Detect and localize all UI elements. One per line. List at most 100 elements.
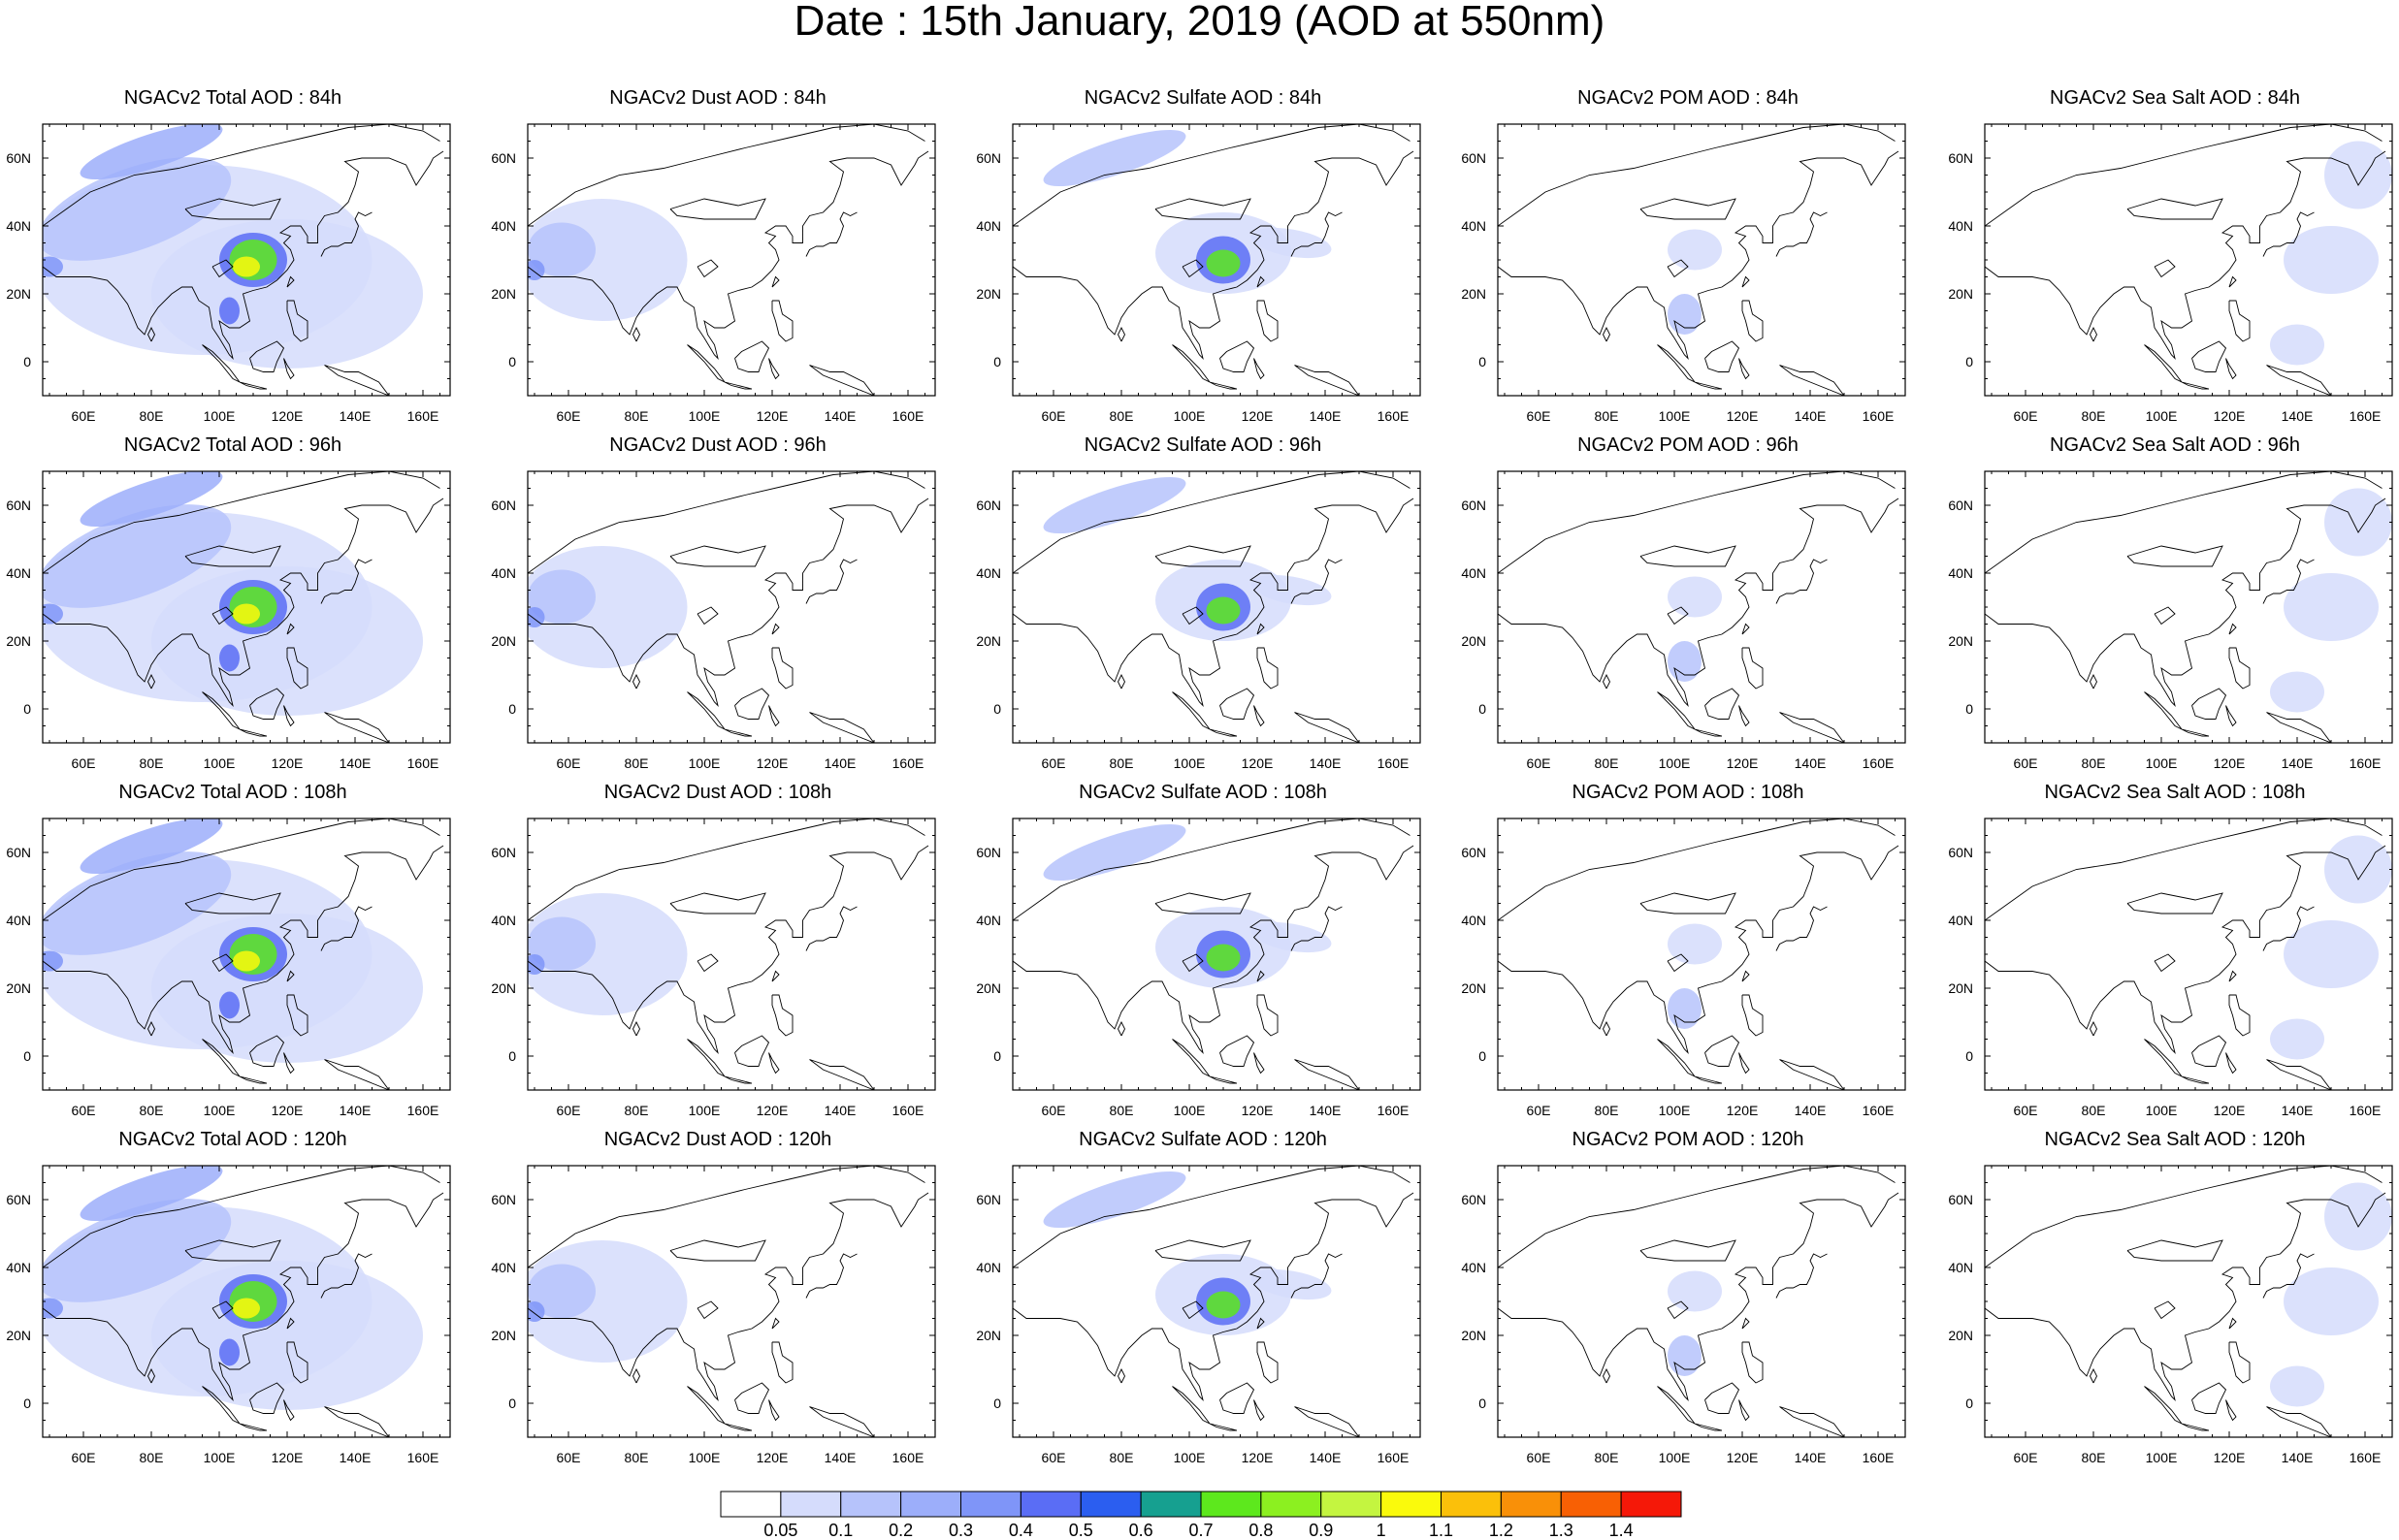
y-tick-label: 60N (976, 497, 1001, 513)
coastline (1985, 471, 2386, 743)
x-tick-label: 100E (204, 1103, 236, 1118)
colorbar-swatch (1020, 1491, 1082, 1518)
x-tick-label: 60E (1527, 755, 1551, 771)
panel-title: NGACv2 POM AOD : 84h (1577, 87, 1799, 109)
aod-field (528, 818, 935, 1090)
y-tick-label: 20N (1948, 1328, 1973, 1343)
x-tick-label: 60E (2014, 408, 2038, 424)
x-tick-label: 100E (1174, 408, 1206, 424)
y-tick-label: 0 (1965, 354, 1973, 369)
x-tick-label: 100E (1659, 755, 1691, 771)
colorbar-swatch (780, 1491, 842, 1518)
panel-title: NGACv2 POM AOD : 96h (1577, 434, 1799, 456)
aod-map: 60E 80E 100E 120E 140E 160E 0 20N 40N 60N (976, 818, 1421, 1118)
aod-plume (1206, 944, 1241, 972)
panel-title: NGACv2 Dust AOD : 108h (603, 782, 832, 803)
x-tick-label: 120E (1242, 408, 1274, 424)
y-tick-label: 60N (976, 150, 1001, 166)
aod-plume (1250, 1268, 1332, 1300)
x-tick-label: 80E (2082, 755, 2106, 771)
aod-plume (80, 818, 223, 875)
aod-field (43, 1166, 450, 1437)
x-tick-label: 120E (2214, 1450, 2246, 1465)
aod-map: 60E 80E 100E 120E 140E 160E 0 20N 40N 60N (491, 123, 936, 424)
map-panel: NGACv2 Dust AOD : 96h 60E 80E 100E 120E 140E 1… (485, 434, 951, 784)
x-tick-label: 160E (892, 1450, 924, 1465)
aod-map: 60E 80E 100E 120E 140E 160E 0 20N 40N 60N (6, 123, 451, 424)
map-panel: NGACv2 Sulfate AOD : 120h 60E 80E 100E 120E 1… (970, 1129, 1436, 1478)
y-tick-label: 20N (1461, 286, 1486, 302)
y-tick-label: 60N (491, 150, 516, 166)
aod-plume (528, 569, 596, 625)
aod-plume (2270, 1365, 2324, 1407)
map-panel: NGACv2 POM AOD : 84h 60E 80E 100E 120E 140E 16… (1455, 87, 1921, 436)
aod-field (1498, 1166, 1905, 1437)
aod-plume (2324, 141, 2392, 209)
y-tick-label: 0 (23, 701, 31, 717)
x-tick-label: 100E (689, 408, 721, 424)
aod-plume (2270, 671, 2324, 713)
colorbar-label: 0.1 (828, 1521, 853, 1540)
coastline (1985, 124, 2386, 396)
aod-plume (151, 1261, 423, 1410)
aod-plume (528, 607, 545, 627)
panel-title: NGACv2 Sulfate AOD : 84h (1084, 87, 1322, 109)
aod-plume (1206, 1291, 1241, 1319)
aod-field (1013, 124, 1420, 396)
x-tick-label: 160E (1378, 1450, 1410, 1465)
aod-map: 60E 80E 100E 120E 140E 160E 0 20N 40N 60N (6, 818, 451, 1118)
x-tick-label: 120E (1242, 1103, 1274, 1118)
x-tick-label: 100E (689, 755, 721, 771)
aod-field (528, 471, 935, 743)
y-tick-label: 60N (1461, 1192, 1486, 1207)
colorbar-swatch (900, 1491, 961, 1518)
x-tick-label: 120E (272, 1103, 304, 1118)
y-tick-label: 40N (1948, 913, 1973, 928)
aod-plume (1668, 576, 1722, 618)
aod-field (1013, 1166, 1420, 1437)
x-tick-label: 140E (1310, 1450, 1342, 1465)
aod-map: 60E 80E 100E 120E 140E 160E 0 20N 40N 60N (976, 1165, 1421, 1465)
aod-plume (1668, 923, 1722, 965)
aod-map: 60E 80E 100E 120E 140E 160E 0 20N 40N 60N (491, 1165, 936, 1465)
x-tick-label: 80E (1110, 408, 1134, 424)
x-tick-label: 100E (689, 1103, 721, 1118)
x-tick-label: 140E (2282, 1103, 2314, 1118)
y-tick-label: 0 (23, 354, 31, 369)
x-tick-label: 120E (272, 755, 304, 771)
x-tick-label: 100E (1174, 1103, 1206, 1118)
y-tick-label: 40N (1948, 1260, 1973, 1275)
aod-plume (43, 1298, 63, 1319)
x-tick-label: 80E (1595, 755, 1619, 771)
x-tick-label: 80E (625, 1450, 649, 1465)
colorbar-label: 0.6 (1129, 1521, 1153, 1540)
aod-field (528, 124, 935, 396)
x-tick-label: 160E (407, 755, 439, 771)
x-tick-label: 160E (407, 1450, 439, 1465)
x-tick-label: 160E (407, 408, 439, 424)
y-tick-label: 60N (1948, 1192, 1973, 1207)
y-tick-label: 20N (976, 633, 1001, 649)
x-tick-label: 80E (2082, 1103, 2106, 1118)
x-tick-label: 100E (2146, 408, 2178, 424)
aod-plume (233, 1298, 260, 1319)
map-panel: NGACv2 Total AOD : 96h 60E 80E 100E 120E 140E… (0, 434, 466, 784)
coastline (1498, 124, 1899, 396)
aod-plume (1206, 596, 1241, 625)
aod-plume (528, 260, 545, 280)
x-tick-label: 140E (825, 755, 857, 771)
colorbar-label: 1 (1377, 1521, 1386, 1540)
aod-map: 60E 80E 100E 120E 140E 160E 0 20N 40N 60N (1461, 1165, 1906, 1465)
aod-plume (233, 603, 260, 625)
y-tick-label: 0 (508, 701, 516, 717)
y-tick-label: 40N (976, 913, 1001, 928)
x-tick-label: 100E (2146, 755, 2178, 771)
x-tick-label: 160E (2350, 408, 2382, 424)
aod-plume (1043, 1171, 1186, 1229)
x-tick-label: 140E (340, 1450, 372, 1465)
y-tick-label: 20N (6, 286, 31, 302)
map-panel: NGACv2 POM AOD : 96h 60E 80E 100E 120E 140E 16… (1455, 434, 1921, 784)
colorbar-swatch (1620, 1491, 1682, 1518)
aod-map: 60E 80E 100E 120E 140E 160E 0 20N 40N 60N (976, 123, 1421, 424)
panel-title: NGACv2 Dust AOD : 120h (603, 1129, 832, 1150)
